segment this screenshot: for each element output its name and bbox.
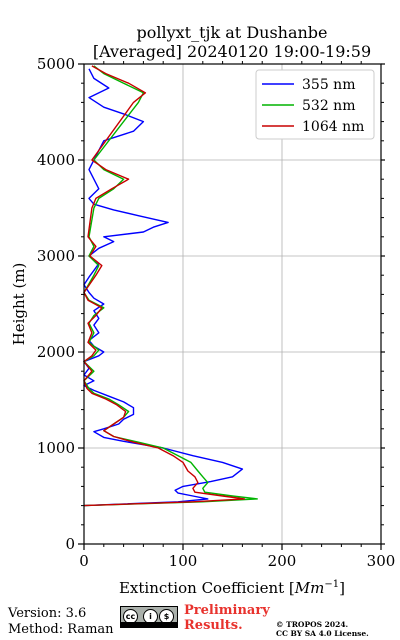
legend-box [255,69,375,140]
legend-label-2: 1064 nm [302,119,364,135]
series-line-0 [83,68,244,507]
y-tick-label: 0 [65,535,75,553]
y-tick-label: 3000 [37,247,75,265]
x-axis-label-unit: Mm [294,579,325,597]
x-axis-label: Extinction Coefficient [Mm−1] [119,579,345,597]
y-tick-label: 2000 [37,343,75,361]
x-axis-label-exponent: −1 [324,579,339,590]
legend-label-0: 355 nm [302,77,355,93]
version-text: Version: 3.6 [8,606,87,621]
legend: 355 nm 532 nm 1064 nm [255,69,375,140]
method-text: Method: Raman [8,622,114,637]
y-tick-label: 1000 [37,439,75,457]
cc-license-badge: cc i $ [120,606,178,628]
cc-badge-bar [121,622,177,627]
x-tick-label: 100 [169,552,198,570]
series-line-1 [83,65,258,507]
x-tick-label: 0 [79,552,89,570]
chart-title-line1: pollyxt_tjk at Dushanbe [136,23,327,42]
axis-ticks [78,61,385,550]
series-line-2 [83,65,246,507]
copyright-text: © TROPOS 2024. CC BY SA 4.0 License. [276,620,369,638]
x-tick-label: 200 [268,552,297,570]
x-axis-label-text: Extinction Coefficient [ [119,579,295,597]
legend-label-1: 532 nm [302,98,355,114]
copyright-line1: © TROPOS 2024. [276,620,349,629]
y-tick-label: 4000 [37,151,75,169]
y-tick-label: 5000 [37,55,75,73]
chart-title-line2: [Averaged] 20240120 19:00-19:59 [93,42,371,61]
copyright-line2: CC BY SA 4.0 License. [276,629,369,638]
x-axis-label-end: ] [339,579,345,597]
x-tick-label: 300 [367,552,396,570]
y-axis-label: Height (m) [10,263,28,346]
extinction-profile-chart: pollyxt_tjk at Dushanbe [Averaged] 20240… [10,23,396,597]
plot-frame [83,63,382,545]
preliminary-results-text: Preliminary Results. [184,603,270,633]
series-lines [83,65,258,507]
